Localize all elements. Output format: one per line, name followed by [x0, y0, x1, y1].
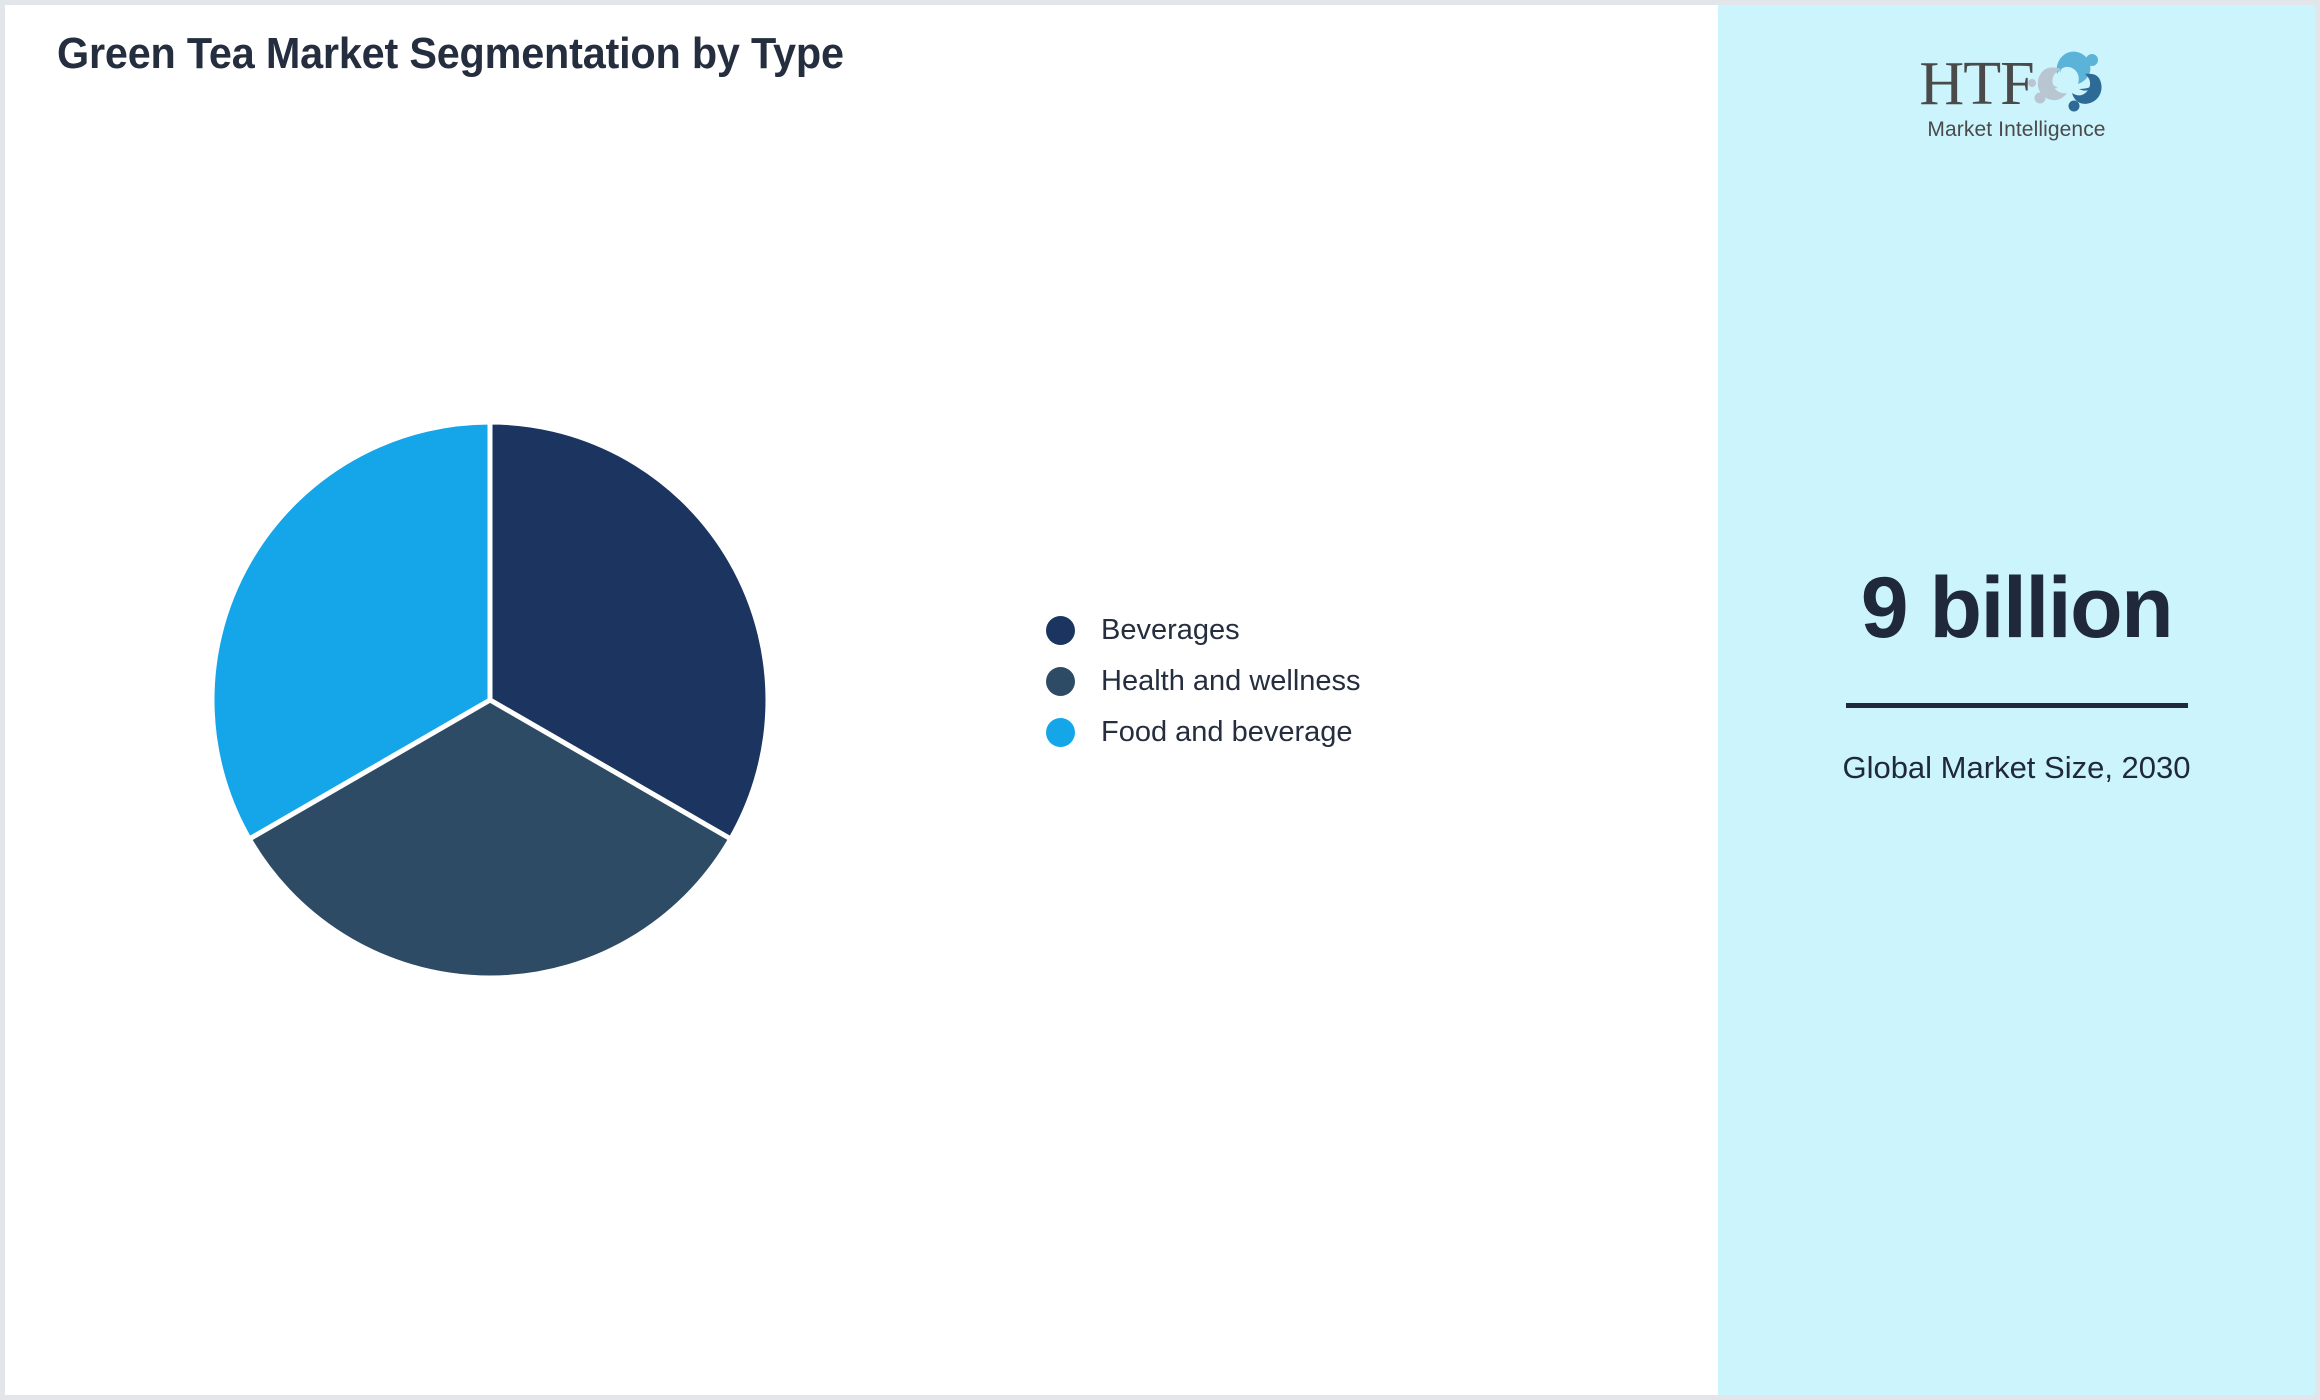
pie-slice-food-and-beverage[interactable] — [209, 419, 493, 843]
legend-item-health-and-wellness[interactable]: Health and wellness — [1046, 656, 1606, 707]
logo-top-row: HTF — [1919, 49, 2113, 115]
logo-wordmark: HTF — [1919, 50, 2034, 119]
legend-item-beverages[interactable]: Beverages — [1046, 605, 1606, 656]
stat-pane: HTF — [1718, 5, 2315, 1395]
brand-logo[interactable]: HTF — [1718, 49, 2315, 159]
htf-triskelion-icon — [2027, 46, 2114, 117]
pie-chart-svg — [209, 419, 771, 981]
stat-block: 9 billion Global Market Size, 2030 — [1718, 565, 2315, 791]
legend-item-label: Beverages — [1101, 614, 1240, 646]
stat-value: 9 billion — [1860, 560, 2174, 656]
pie-slices — [209, 419, 771, 981]
chart-legend: Beverages Health and wellness Food and b… — [1046, 605, 1606, 758]
logo-tagline: Market Intelligence — [1927, 118, 2106, 141]
stat-divider — [1845, 703, 2188, 708]
pie-chart — [207, 417, 773, 983]
legend-item-food-and-beverage[interactable]: Food and beverage — [1046, 707, 1606, 758]
legend-swatch-icon — [1046, 667, 1075, 696]
page-title: Green Tea Market Segmentation by Type — [57, 29, 844, 78]
pie-slice-health-and-wellness[interactable] — [245, 697, 735, 981]
legend-item-label: Health and wellness — [1101, 665, 1361, 697]
content-card: Green Tea Market Segmentation by Type — [5, 5, 2315, 1395]
legend-swatch-icon — [1046, 718, 1075, 747]
stat-caption: Global Market Size, 2030 — [1842, 750, 2191, 785]
legend-item-label: Food and beverage — [1101, 716, 1353, 748]
chart-pane: Green Tea Market Segmentation by Type — [5, 5, 1718, 1395]
legend-swatch-icon — [1046, 616, 1075, 645]
pie-slice-beverages[interactable] — [487, 419, 771, 843]
